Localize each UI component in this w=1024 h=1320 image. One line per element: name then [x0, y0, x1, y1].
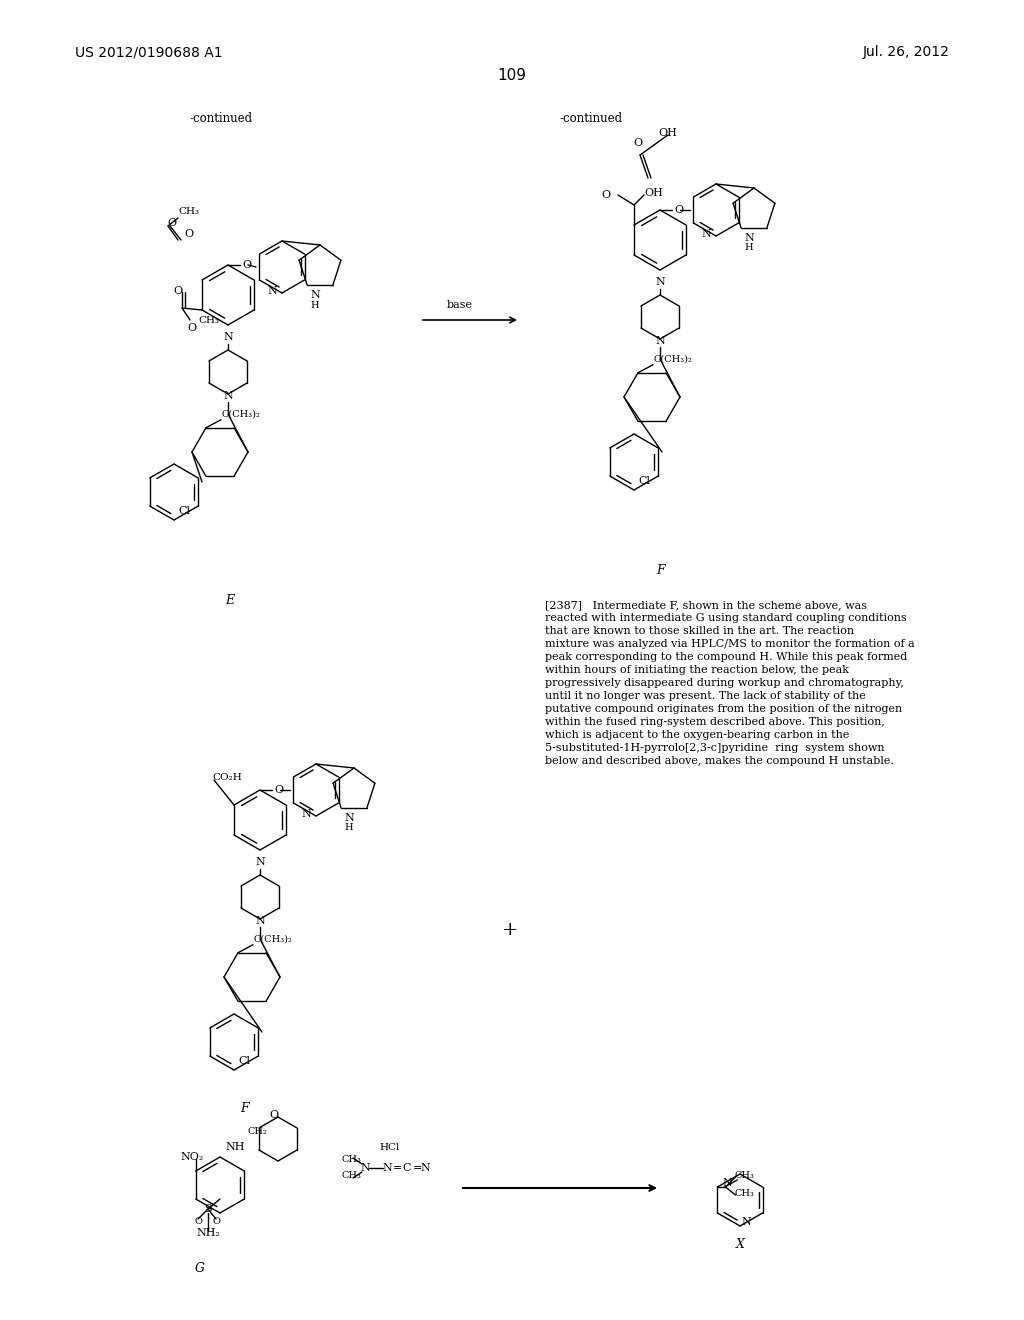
Text: NH: NH: [225, 1142, 245, 1152]
Text: N: N: [723, 1177, 732, 1188]
Text: CH₃: CH₃: [734, 1188, 755, 1197]
Text: Cl: Cl: [239, 1056, 250, 1067]
Text: O: O: [674, 205, 683, 215]
Text: C(CH₃)₂: C(CH₃)₂: [254, 935, 293, 944]
Text: =: =: [413, 1163, 422, 1173]
Text: N: N: [310, 290, 319, 300]
Text: O: O: [634, 139, 643, 148]
Text: N: N: [420, 1163, 430, 1173]
Text: CH₃: CH₃: [341, 1172, 360, 1180]
Text: O: O: [212, 1217, 220, 1225]
Text: 5-substituted-1H-pyrrolo[2,3-c]pyridine  ring  system shown: 5-substituted-1H-pyrrolo[2,3-c]pyridine …: [545, 743, 885, 752]
Text: C(CH₃)₂: C(CH₃)₂: [654, 354, 693, 363]
Text: OH: OH: [658, 128, 677, 139]
Text: X: X: [735, 1238, 744, 1250]
Text: H: H: [310, 301, 319, 309]
Text: within hours of initiating the reaction below, the peak: within hours of initiating the reaction …: [545, 665, 849, 675]
Text: G: G: [195, 1262, 205, 1275]
Text: [2387]   Intermediate F, shown in the scheme above, was: [2387] Intermediate F, shown in the sche…: [545, 601, 867, 610]
Text: peak corresponding to the compound H. While this peak formed: peak corresponding to the compound H. Wh…: [545, 652, 907, 663]
Text: F: F: [655, 564, 665, 577]
Text: mixture was analyzed via HPLC/MS to monitor the formation of a: mixture was analyzed via HPLC/MS to moni…: [545, 639, 914, 649]
Text: CH₃: CH₃: [198, 315, 219, 325]
Text: +: +: [502, 921, 518, 939]
Text: N: N: [223, 391, 232, 401]
Text: Cl: Cl: [178, 506, 190, 516]
Text: O: O: [184, 228, 194, 239]
Text: N: N: [301, 809, 311, 818]
Text: CO₂H: CO₂H: [212, 774, 242, 783]
Text: O: O: [187, 323, 197, 333]
Text: CH₃: CH₃: [178, 207, 199, 216]
Text: -continued: -continued: [190, 112, 253, 125]
Text: base: base: [447, 300, 473, 310]
Text: N: N: [655, 337, 665, 346]
Text: putative compound originates from the position of the nitrogen: putative compound originates from the po…: [545, 704, 902, 714]
Text: NH₂: NH₂: [196, 1228, 220, 1238]
Text: S: S: [204, 1204, 212, 1214]
Text: O: O: [242, 260, 251, 271]
Text: which is adjacent to the oxygen-bearing carbon in the: which is adjacent to the oxygen-bearing …: [545, 730, 849, 741]
Text: OH: OH: [644, 187, 663, 198]
Text: until it no longer was present. The lack of stability of the: until it no longer was present. The lack…: [545, 690, 865, 701]
Text: N: N: [655, 277, 665, 286]
Text: that are known to those skilled in the art. The reaction: that are known to those skilled in the a…: [545, 626, 854, 636]
Text: O: O: [601, 190, 610, 201]
Text: N: N: [701, 228, 711, 239]
Text: HCl: HCl: [380, 1143, 400, 1152]
Text: below and described above, makes the compound H unstable.: below and described above, makes the com…: [545, 756, 894, 766]
Text: O: O: [173, 286, 182, 296]
Text: CH₃: CH₃: [341, 1155, 360, 1164]
Text: US 2012/0190688 A1: US 2012/0190688 A1: [75, 45, 222, 59]
Text: reacted with intermediate G using standard coupling conditions: reacted with intermediate G using standa…: [545, 612, 906, 623]
Text: E: E: [225, 594, 234, 606]
Text: N: N: [360, 1163, 370, 1173]
Text: O: O: [274, 785, 283, 795]
Text: N: N: [255, 857, 265, 867]
Text: CH₃: CH₃: [734, 1171, 755, 1180]
Text: within the fused ring-system described above. This position,: within the fused ring-system described a…: [545, 717, 885, 727]
Text: O: O: [269, 1110, 279, 1119]
Text: O: O: [195, 1217, 202, 1225]
Text: Jul. 26, 2012: Jul. 26, 2012: [863, 45, 950, 59]
Text: CH₂: CH₂: [248, 1127, 267, 1137]
Text: N: N: [741, 1217, 751, 1228]
Text: H: H: [744, 243, 754, 252]
Text: 109: 109: [498, 69, 526, 83]
Text: N: N: [223, 333, 232, 342]
Text: H: H: [345, 824, 353, 833]
Text: N: N: [744, 234, 754, 243]
Text: N: N: [344, 813, 354, 822]
Text: N: N: [382, 1163, 392, 1173]
Text: O: O: [168, 218, 176, 228]
Text: F: F: [241, 1101, 249, 1114]
Text: N: N: [255, 916, 265, 927]
Text: progressively disappeared during workup and chromatography,: progressively disappeared during workup …: [545, 678, 904, 688]
Text: Cl: Cl: [638, 477, 650, 486]
Text: C(CH₃)₂: C(CH₃)₂: [222, 409, 261, 418]
Text: -continued: -continued: [560, 112, 624, 125]
Text: C: C: [402, 1163, 412, 1173]
Text: =: =: [392, 1163, 401, 1173]
Text: N: N: [267, 286, 276, 296]
Text: NO₂: NO₂: [180, 1152, 204, 1162]
